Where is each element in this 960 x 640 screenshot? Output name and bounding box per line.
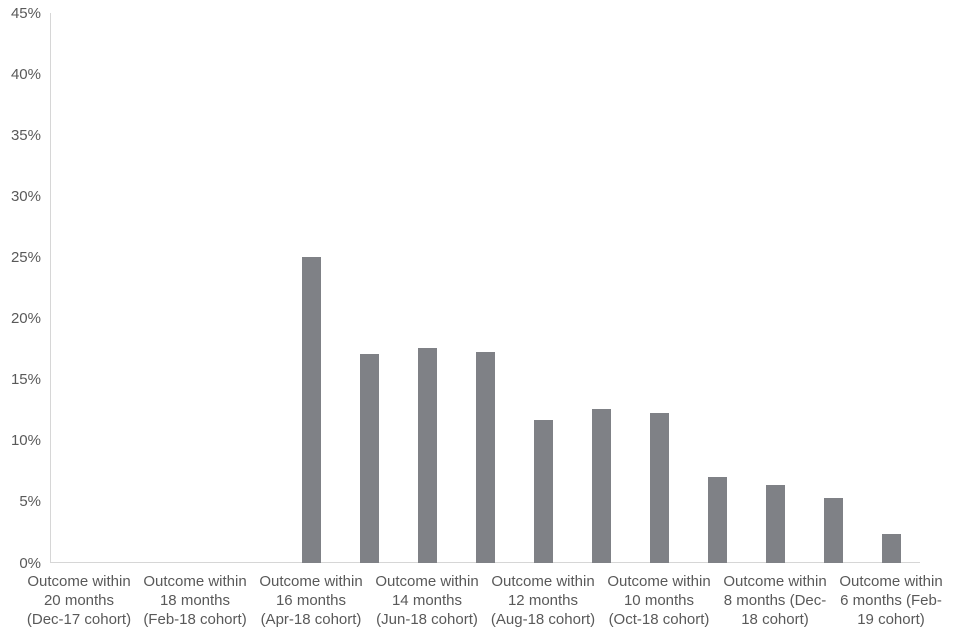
x-tick-label: Outcome within 14 months (Jun-18 cohort) bbox=[367, 572, 487, 629]
plot-area bbox=[50, 13, 920, 563]
bar-slot-10 bbox=[649, 412, 669, 563]
x-tick-label: Outcome within 16 months (Apr-18 cohort) bbox=[251, 572, 371, 629]
y-tick-label: 20% bbox=[10, 310, 41, 328]
x-tick-label-line: 20 months bbox=[43, 592, 115, 609]
bars-layer bbox=[50, 13, 920, 563]
y-tick-label: 15% bbox=[10, 371, 41, 389]
x-tick-label-line: 14 months bbox=[391, 592, 463, 609]
x-tick-label-line: 10 months bbox=[623, 592, 695, 609]
x-tick-label: Outcome within 10 months (Oct-18 cohort) bbox=[599, 572, 719, 629]
x-tick-label-line: 19 cohort) bbox=[857, 611, 925, 628]
y-tick-label: 25% bbox=[10, 248, 41, 266]
x-tick-label-line: (Feb-18 cohort) bbox=[143, 611, 247, 628]
y-tick-label: 0% bbox=[19, 554, 41, 572]
bar-slot-14 bbox=[881, 533, 901, 563]
x-tick-label: Outcome within 20 months (Dec-17 cohort) bbox=[19, 572, 139, 629]
x-tick-label: Outcome within 6 months (Feb- 19 cohort) bbox=[831, 572, 951, 629]
bar-slot-5 bbox=[359, 354, 379, 563]
y-tick-label: 45% bbox=[10, 4, 41, 22]
y-tick-label: 10% bbox=[10, 432, 41, 450]
x-tick-label-line: (Dec-17 cohort) bbox=[26, 611, 132, 628]
x-tick-label-line: Outcome within bbox=[607, 573, 711, 590]
x-tick-label-line: Outcome within bbox=[259, 573, 363, 590]
x-tick-label-line: Outcome within bbox=[491, 573, 595, 590]
bar-slot-6 bbox=[417, 347, 437, 563]
y-tick-label: 30% bbox=[10, 187, 41, 205]
x-tick-label: Outcome within 8 months (Dec- 18 cohort) bbox=[715, 572, 835, 629]
x-tick-label-line: 16 months bbox=[275, 592, 347, 609]
y-tick-label: 5% bbox=[19, 493, 41, 511]
x-tick-label-line: (Aug-18 cohort) bbox=[490, 611, 596, 628]
y-axis-line bbox=[50, 13, 51, 563]
bar-slot-12 bbox=[765, 484, 785, 563]
x-tick-label-line: 12 months bbox=[507, 592, 579, 609]
y-tick-label: 40% bbox=[10, 65, 41, 83]
x-tick-label-line: 18 cohort) bbox=[741, 611, 809, 628]
x-tick-label-line: Outcome within bbox=[839, 573, 943, 590]
x-tick-label-line: (Oct-18 cohort) bbox=[608, 611, 710, 628]
x-tick-label-line: Outcome within bbox=[375, 573, 479, 590]
x-tick-label-line: 18 months bbox=[159, 592, 231, 609]
bar-slot-9 bbox=[591, 409, 611, 563]
x-tick-label-line: Outcome within bbox=[27, 573, 131, 590]
x-tick-label-line: (Apr-18 cohort) bbox=[260, 611, 362, 628]
x-tick-label-line: (Jun-18 cohort) bbox=[376, 611, 478, 628]
bar-slot-13 bbox=[823, 498, 843, 563]
bar-slot-11 bbox=[707, 477, 727, 563]
x-tick-label: Outcome within 18 months (Feb-18 cohort) bbox=[135, 572, 255, 629]
bar-slot-8 bbox=[533, 420, 553, 563]
y-tick-label: 35% bbox=[10, 126, 41, 144]
x-tick-label-line: 8 months (Dec- bbox=[723, 592, 827, 609]
bar-slot-4 bbox=[301, 257, 321, 563]
x-tick-label-line: Outcome within bbox=[723, 573, 827, 590]
x-tick-label-line: 6 months (Feb- bbox=[840, 592, 942, 609]
x-tick-label: Outcome within 12 months (Aug-18 cohort) bbox=[483, 572, 603, 629]
x-tick-label-line: Outcome within bbox=[143, 573, 247, 590]
bar-slot-7 bbox=[475, 351, 495, 563]
